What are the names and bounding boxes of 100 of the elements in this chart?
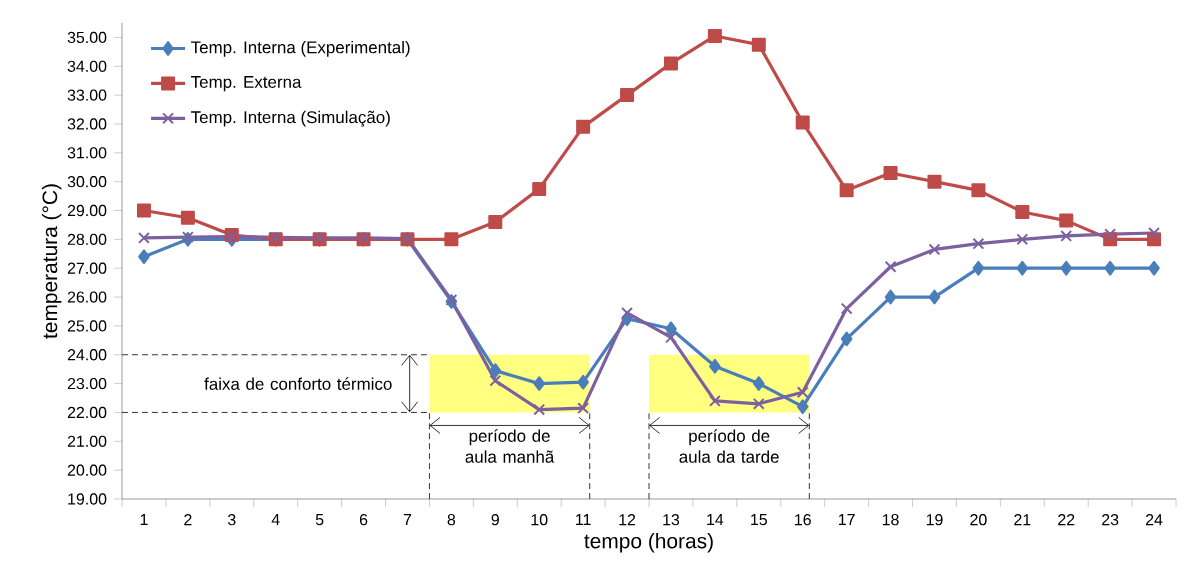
point (840, 331, 853, 347)
point (138, 249, 150, 265)
point (928, 289, 941, 305)
point (795, 115, 810, 130)
x-tick-label: 10 (531, 514, 548, 526)
point (709, 358, 721, 374)
x-tick-label: 20 (970, 514, 987, 526)
point (663, 56, 678, 71)
y-tick-label: 29.00 (67, 204, 107, 217)
point (138, 231, 150, 244)
x-tick-label: 14 (707, 514, 724, 526)
y-tick-label: 34.00 (67, 60, 107, 72)
point (752, 397, 765, 410)
point (1015, 204, 1030, 219)
point (665, 321, 677, 337)
x-tick-label: 16 (795, 514, 811, 526)
y-tick-label: 20.00 (67, 464, 107, 476)
y-tick-label: 21.00 (67, 435, 107, 447)
point (840, 302, 853, 315)
x-tick-label: 6 (359, 514, 368, 526)
point (488, 215, 503, 230)
point (444, 232, 459, 247)
point (708, 394, 721, 407)
point (577, 402, 590, 415)
x-tick-label: 13 (663, 514, 680, 526)
point (971, 183, 986, 198)
y-tick-label: 35.00 (67, 31, 107, 44)
x-tick-label: 2 (184, 514, 192, 526)
point (1104, 260, 1116, 276)
legend-label: Temp. Interna (Experimental) (191, 40, 410, 57)
point (883, 166, 898, 181)
point (180, 210, 195, 225)
x-tick-label: 18 (882, 514, 899, 526)
x-tick-label: 4 (271, 514, 280, 526)
point (532, 181, 547, 196)
band-label: período de aula da tarde (679, 429, 779, 463)
y-tick-label: 28.00 (67, 233, 107, 245)
x-axis-title: tempo (horas) (584, 533, 713, 553)
legend-label: Temp. Interna (Simulação) (191, 110, 390, 127)
point (576, 119, 591, 134)
point (577, 374, 589, 390)
y-tick-label: 26.00 (67, 291, 107, 303)
x-tick-label: 19 (926, 514, 943, 526)
x-tick-label: 7 (403, 514, 412, 526)
x-tick-label: 5 (315, 514, 324, 526)
x-tick-label: 21 (1014, 514, 1031, 526)
point (1104, 228, 1117, 241)
point (1148, 260, 1160, 276)
y-axis-title: temperatura (°C) (41, 184, 62, 339)
point (972, 260, 985, 276)
x-tick-label: 12 (619, 514, 636, 526)
point (839, 183, 854, 198)
y-tick-label: 19.00 (68, 493, 107, 505)
point (1059, 213, 1074, 228)
x-tick-label: 3 (227, 514, 236, 526)
point (620, 88, 635, 103)
x-tick-label: 15 (751, 514, 767, 526)
annotation: faixa de conforto térmico (204, 377, 392, 390)
point (884, 289, 897, 305)
x-tick-label: 11 (576, 514, 591, 526)
x-tick-label: 1 (140, 514, 148, 526)
y-tick-label: 24.00 (67, 349, 107, 361)
point (489, 363, 502, 379)
point (972, 237, 985, 250)
x-tick-label: 8 (447, 514, 456, 526)
x-tick-label: 24 (1146, 514, 1163, 526)
y-tick-label: 30.00 (67, 176, 107, 188)
point (1060, 260, 1073, 276)
point (707, 28, 722, 43)
y-tick-label: 31.00 (67, 147, 107, 159)
point (796, 399, 809, 415)
y-tick-label: 27.00 (67, 262, 107, 274)
band-label: período de aula manhã (465, 429, 555, 463)
point (1060, 229, 1073, 242)
point (751, 37, 766, 52)
y-tick-label: 23.00 (67, 377, 107, 390)
point (796, 386, 809, 399)
point (136, 203, 151, 218)
x-tick-label: 9 (491, 514, 499, 526)
point (621, 306, 633, 319)
point (1148, 227, 1161, 239)
point (533, 376, 546, 391)
point (927, 174, 942, 189)
y-tick-label: 25.00 (67, 320, 107, 332)
point (533, 403, 546, 416)
legend-label: Temp. Externa (191, 76, 302, 92)
point (884, 260, 897, 273)
y-tick-label: 32.00 (67, 118, 107, 130)
point (181, 231, 194, 243)
y-tick-label: 22.00 (67, 406, 107, 419)
y-tick-label: 33.00 (67, 89, 107, 101)
point (928, 243, 941, 256)
x-tick-label: 23 (1102, 514, 1119, 526)
point (1016, 260, 1029, 276)
x-tick-label: 17 (838, 514, 855, 526)
point (665, 331, 677, 344)
point (489, 374, 502, 387)
x-tick-label: 22 (1058, 514, 1075, 526)
point (753, 376, 765, 391)
point (1016, 233, 1029, 246)
